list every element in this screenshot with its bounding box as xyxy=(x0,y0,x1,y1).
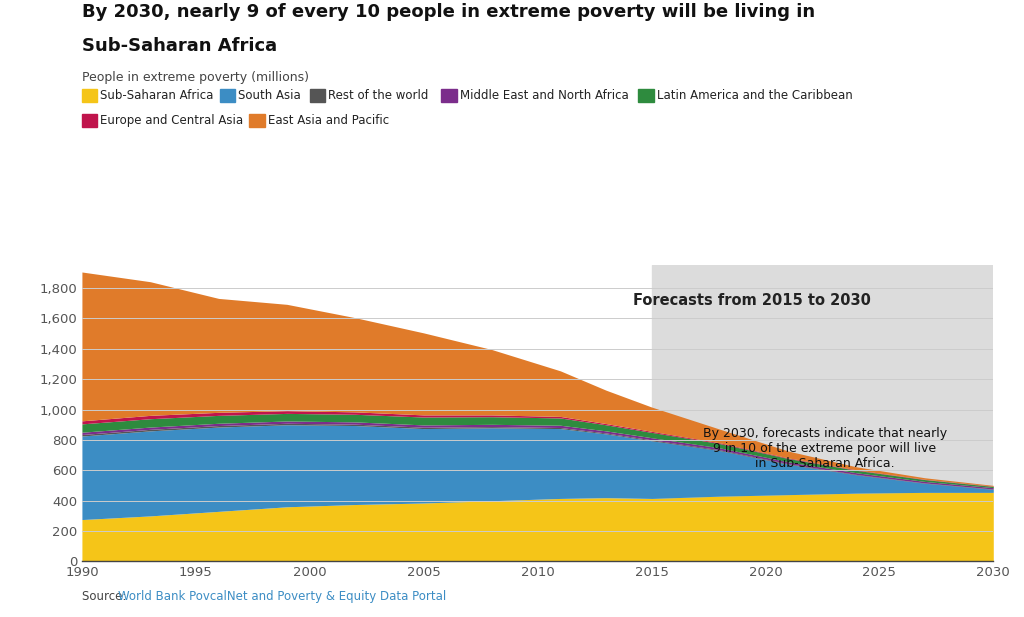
Text: Latin America and the Caribbean: Latin America and the Caribbean xyxy=(656,89,853,102)
Text: Forecasts from 2015 to 2030: Forecasts from 2015 to 2030 xyxy=(633,293,870,308)
Text: Middle East and North Africa: Middle East and North Africa xyxy=(460,89,629,102)
Text: South Asia: South Asia xyxy=(238,89,301,102)
Text: Sub-Saharan Africa: Sub-Saharan Africa xyxy=(100,89,214,102)
Text: Sub-Saharan Africa: Sub-Saharan Africa xyxy=(82,37,278,55)
Text: By 2030, nearly 9 of every 10 people in extreme poverty will be living in: By 2030, nearly 9 of every 10 people in … xyxy=(82,3,815,21)
Text: Europe and Central Asia: Europe and Central Asia xyxy=(100,114,244,127)
Text: World Bank PovcalNet and Poverty & Equity Data Portal: World Bank PovcalNet and Poverty & Equit… xyxy=(118,590,446,603)
Text: East Asia and Pacific: East Asia and Pacific xyxy=(267,114,389,127)
Text: By 2030, forecasts indicate that nearly
9 in 10 of the extreme poor will live
in: By 2030, forecasts indicate that nearly … xyxy=(702,428,947,470)
Text: Rest of the world: Rest of the world xyxy=(328,89,428,102)
Bar xyxy=(651,265,993,561)
Text: People in extreme poverty (millions): People in extreme poverty (millions) xyxy=(82,71,309,84)
Text: Source:: Source: xyxy=(82,590,130,603)
